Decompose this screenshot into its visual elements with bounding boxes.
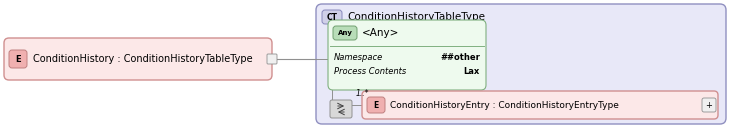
Text: Any: Any	[337, 30, 353, 36]
FancyBboxPatch shape	[362, 91, 718, 119]
Text: Lax: Lax	[464, 67, 480, 77]
FancyBboxPatch shape	[9, 50, 27, 68]
Text: CT: CT	[326, 13, 337, 22]
Text: Namespace: Namespace	[334, 54, 383, 62]
Text: ConditionHistoryEntry : ConditionHistoryEntryType: ConditionHistoryEntry : ConditionHistory…	[390, 100, 619, 109]
Text: ConditionHistory : ConditionHistoryTableType: ConditionHistory : ConditionHistoryTable…	[33, 54, 253, 64]
FancyBboxPatch shape	[333, 26, 357, 40]
FancyBboxPatch shape	[330, 100, 352, 118]
Text: ConditionHistoryTableType: ConditionHistoryTableType	[347, 12, 485, 22]
FancyBboxPatch shape	[328, 20, 486, 90]
FancyBboxPatch shape	[322, 10, 342, 24]
Text: E: E	[15, 55, 21, 63]
Text: <Any>: <Any>	[362, 28, 399, 38]
FancyBboxPatch shape	[316, 4, 726, 124]
Text: ##other: ##other	[440, 54, 480, 62]
FancyBboxPatch shape	[4, 38, 272, 80]
Text: 1..*: 1..*	[356, 89, 369, 98]
FancyBboxPatch shape	[367, 97, 385, 113]
FancyBboxPatch shape	[702, 98, 716, 112]
Text: E: E	[373, 100, 379, 109]
Text: +: +	[706, 100, 712, 109]
Text: Process Contents: Process Contents	[334, 67, 406, 77]
FancyBboxPatch shape	[267, 54, 277, 64]
